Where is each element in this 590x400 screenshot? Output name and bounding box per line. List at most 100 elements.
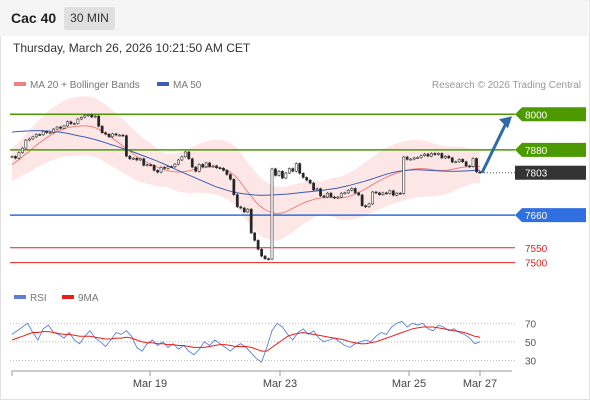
candle-body — [232, 178, 236, 195]
candle-body — [256, 240, 260, 250]
candle-body — [468, 165, 472, 168]
candle-body — [128, 155, 132, 160]
candle-body — [249, 208, 253, 234]
level-label-7803: 7803 — [525, 169, 548, 180]
symbol-title: Cac 40 — [11, 10, 57, 26]
legend-ma-bollinger-label: MA 20 + Bollinger Bands — [30, 80, 140, 91]
candle-body — [239, 206, 243, 209]
candle-body — [225, 170, 229, 175]
candle-body — [48, 132, 52, 134]
candle-body — [187, 151, 191, 160]
candle-body — [433, 153, 437, 155]
candle-body — [270, 168, 274, 260]
candle-body — [121, 134, 125, 137]
candle-body — [315, 188, 319, 191]
candle-body — [173, 163, 177, 168]
candle-body — [319, 188, 322, 197]
candle-body — [107, 133, 111, 138]
legend-swatch-ma20 — [14, 82, 26, 87]
projection-arrow-head — [499, 116, 512, 129]
candle-body — [371, 191, 374, 205]
legend-swatch-rsi — [14, 295, 26, 300]
candle-body — [367, 203, 371, 208]
candle-body — [208, 162, 212, 167]
candle-body — [405, 156, 409, 160]
candle-body — [31, 136, 35, 140]
candle-body — [118, 134, 121, 137]
datetime-label: Thursday, March 26, 2026 10:21:50 AM CET — [13, 41, 251, 55]
candle-body — [114, 133, 118, 136]
candle-body — [364, 205, 368, 208]
candle-body — [201, 164, 205, 168]
candle-body — [100, 125, 104, 133]
candle-body — [229, 174, 232, 180]
candle-body — [312, 182, 316, 191]
candle-body — [17, 152, 21, 159]
candle-body — [457, 159, 461, 163]
candle-body — [388, 190, 392, 194]
candle-body — [398, 192, 402, 195]
candle-body — [97, 115, 101, 127]
candle-body — [419, 155, 423, 158]
x-tick-label: Mar 25 — [392, 378, 426, 390]
candle-body — [79, 116, 83, 120]
candle-body — [253, 232, 257, 241]
candle-body — [298, 163, 302, 174]
x-tick-label: Mar 27 — [463, 378, 497, 390]
candle-body — [90, 114, 94, 118]
candle-body — [443, 155, 447, 159]
candle-body — [55, 126, 59, 130]
candle-body — [263, 255, 267, 260]
candle-body — [423, 153, 426, 156]
level-label-7500: 7500 — [525, 259, 548, 270]
ma20-line — [11, 125, 480, 215]
candle-body — [346, 189, 350, 194]
level-label-box-7660 — [515, 208, 586, 223]
candle-body — [20, 147, 24, 153]
candle-body — [336, 196, 340, 199]
candle-body — [436, 153, 440, 155]
rsi-tick-30: 30 — [525, 356, 537, 367]
candle-body — [27, 138, 31, 141]
candle-body — [412, 157, 416, 160]
candle-body — [211, 165, 215, 168]
candle-body — [197, 164, 201, 172]
candle-body — [287, 168, 291, 174]
candle-body — [478, 171, 482, 174]
candle-body — [464, 161, 468, 167]
legend-rsi-label: RSI — [30, 293, 47, 304]
level-label-8000: 8000 — [525, 110, 548, 121]
timeframe-button[interactable]: 30 MIN — [64, 7, 115, 30]
level-label-7660: 7660 — [525, 211, 548, 222]
candle-body — [204, 162, 208, 168]
candle-body — [322, 195, 326, 198]
candle-body — [73, 123, 76, 125]
legend-ma50: MA 50 — [157, 80, 201, 91]
legend-9ma: 9MA — [62, 293, 99, 304]
candle-body — [149, 164, 153, 167]
ma50-line — [11, 130, 481, 196]
level-label-7550: 7550 — [525, 244, 548, 255]
candle-body — [391, 190, 395, 196]
rsi-tick-70: 70 — [525, 319, 537, 330]
rsi-line — [11, 320, 481, 363]
candle-body — [34, 134, 38, 138]
candle-body — [163, 167, 166, 169]
candle-body — [378, 192, 381, 195]
level-label-box-7880 — [515, 142, 586, 157]
candle-body — [52, 128, 56, 133]
candle-body — [104, 132, 108, 135]
candle-body — [267, 258, 270, 261]
candle-body — [215, 165, 218, 168]
candle-body — [59, 126, 62, 129]
candle-body — [395, 192, 399, 196]
candle-body — [329, 192, 333, 198]
candle-body — [374, 191, 378, 194]
candle-body — [194, 166, 198, 172]
level-label-box-8000 — [515, 107, 586, 122]
legend-rsi: RSI — [14, 293, 47, 304]
candle-body — [284, 172, 288, 179]
level-label-box-7803 — [515, 165, 586, 180]
rsi-9ma-line — [11, 326, 481, 352]
